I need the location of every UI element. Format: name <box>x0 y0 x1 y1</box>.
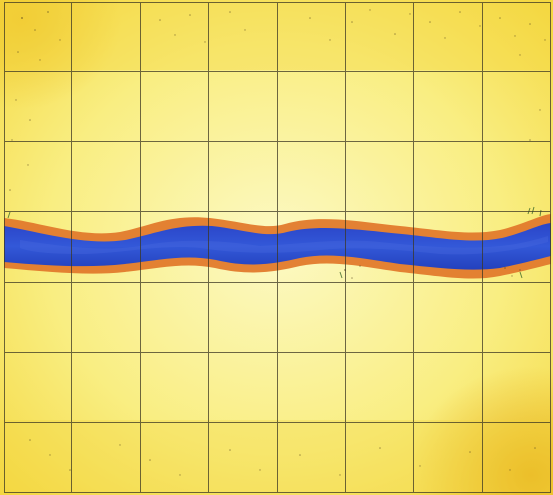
tile-r7-c7[interactable] <box>414 422 483 493</box>
tile-r4-c5[interactable] <box>277 212 346 283</box>
tile-r5-c3[interactable] <box>140 282 210 353</box>
tile-r7-c4[interactable] <box>209 422 278 493</box>
tile-r5-c8[interactable] <box>482 282 551 353</box>
tile-r1-c2[interactable] <box>72 2 141 73</box>
tile-r3-c6[interactable] <box>345 142 415 213</box>
tile-r1-c5[interactable] <box>277 2 346 73</box>
tile-r2-c7[interactable] <box>414 72 483 143</box>
tile-grid <box>4 2 551 493</box>
tile-r1-c1[interactable] <box>4 2 73 73</box>
tile-r2-c1[interactable] <box>4 72 73 143</box>
tile-r4-c3[interactable] <box>140 212 210 283</box>
tile-r1-c7[interactable] <box>414 2 483 73</box>
tile-r3-c1[interactable] <box>4 142 73 213</box>
tile-r5-c1[interactable] <box>4 282 73 353</box>
tile-r5-c6[interactable] <box>345 282 415 353</box>
tile-r4-c7[interactable] <box>414 212 483 283</box>
tile-r7-c1[interactable] <box>4 422 73 493</box>
tile-r6-c4[interactable] <box>209 352 278 423</box>
grass-tufts <box>7 206 542 279</box>
tile-r3-c7[interactable] <box>414 142 483 213</box>
tile-r7-c2[interactable] <box>72 422 141 493</box>
tile-r6-c5[interactable] <box>277 352 346 423</box>
tile-r5-c4[interactable] <box>209 282 278 353</box>
tile-r2-c8[interactable] <box>482 72 551 143</box>
tile-r3-c4[interactable] <box>209 142 278 213</box>
tile-r5-c7[interactable] <box>414 282 483 353</box>
tile-r5-c5[interactable] <box>277 282 346 353</box>
tile-r4-c6[interactable] <box>345 212 415 283</box>
tile-r6-c7[interactable] <box>414 352 483 423</box>
tile-r3-c5[interactable] <box>277 142 346 213</box>
tile-r6-c6[interactable] <box>345 352 415 423</box>
tile-r3-c8[interactable] <box>482 142 551 213</box>
tile-r1-c6[interactable] <box>345 2 415 73</box>
tile-r7-c8[interactable] <box>482 422 551 493</box>
tile-r2-c3[interactable] <box>140 72 210 143</box>
tile-r2-c2[interactable] <box>72 72 141 143</box>
tile-r7-c5[interactable] <box>277 422 346 493</box>
tile-r5-c2[interactable] <box>72 282 141 353</box>
tile-r4-c1[interactable] <box>4 212 73 283</box>
tile-r6-c1[interactable] <box>4 352 73 423</box>
tile-r2-c5[interactable] <box>277 72 346 143</box>
tile-r7-c3[interactable] <box>140 422 210 493</box>
tile-r7-c6[interactable] <box>345 422 415 493</box>
tile-r3-c3[interactable] <box>140 142 210 213</box>
tile-r1-c3[interactable] <box>140 2 210 73</box>
tile-r2-c4[interactable] <box>209 72 278 143</box>
tile-r6-c3[interactable] <box>140 352 210 423</box>
tile-r3-c2[interactable] <box>72 142 141 213</box>
tile-r4-c2[interactable] <box>72 212 141 283</box>
sand-speckles <box>9 9 546 476</box>
tile-r1-c8[interactable] <box>482 2 551 73</box>
river-water <box>4 223 551 270</box>
tile-r6-c2[interactable] <box>72 352 141 423</box>
tile-r4-c8[interactable] <box>482 212 551 283</box>
tile-r6-c8[interactable] <box>482 352 551 423</box>
tile-r1-c4[interactable] <box>209 2 278 73</box>
tile-r4-c4[interactable] <box>209 212 278 283</box>
tile-r2-c6[interactable] <box>345 72 415 143</box>
